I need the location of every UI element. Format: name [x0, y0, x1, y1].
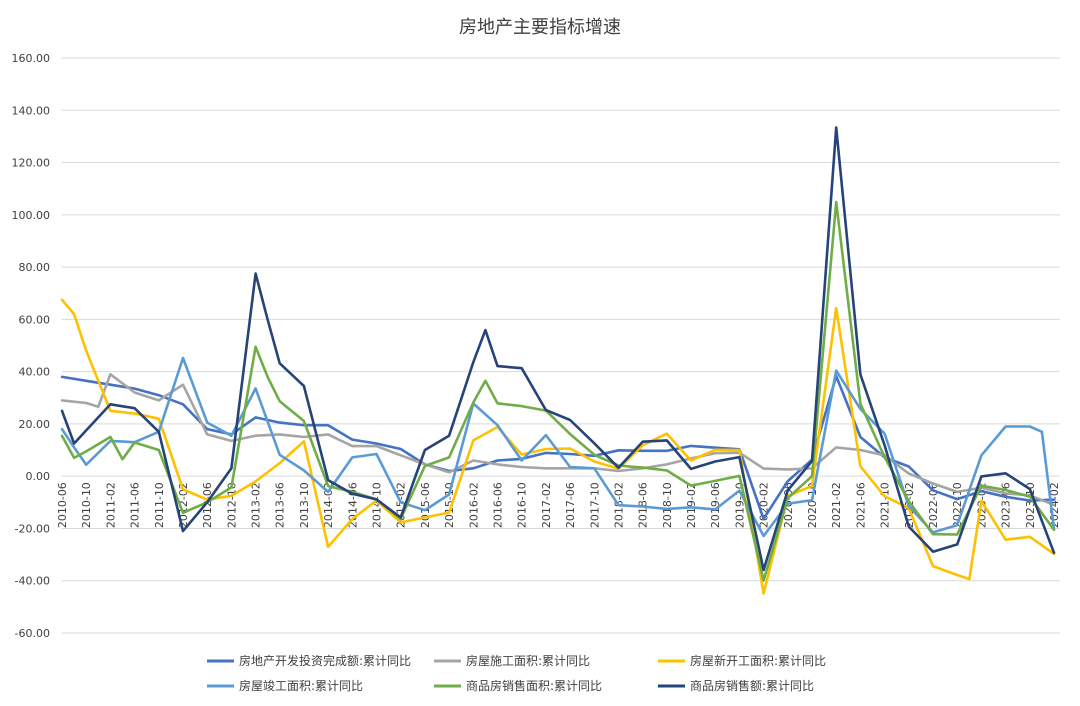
legend-item: 商品房销售面积:累计同比: [434, 678, 602, 693]
y-tick-label: 140.00: [12, 104, 51, 117]
x-tick-label: 2016-06: [491, 482, 504, 528]
series-lines: [60, 126, 1056, 595]
legend-label: 房地产开发投资完成额:累计同比: [239, 653, 411, 668]
y-tick-label: 0.00: [26, 470, 51, 483]
legend-item: 房屋新开工面积:累计同比: [658, 653, 826, 668]
x-tick-label: 2021-06: [854, 482, 867, 528]
y-axis-tick-labels: 160.00 140.00 120.00 100.00 80.00 60.00 40.00 2…: [12, 52, 51, 640]
series-line-6: [60, 126, 1056, 572]
y-tick-label: 60.00: [19, 313, 51, 326]
x-tick-label: 2016-02: [467, 482, 480, 528]
y-tick-label: -40.00: [15, 575, 50, 588]
x-tick-label: 2015-06: [419, 482, 432, 528]
x-tick-label: 2023-10: [1024, 482, 1037, 528]
legend-label: 房屋施工面积:累计同比: [466, 653, 590, 668]
x-tick-label: 2017-06: [564, 482, 577, 528]
x-tick-label: 2020-10: [806, 482, 819, 528]
x-tick-label: 2018-06: [637, 482, 650, 528]
y-tick-label: -60.00: [15, 627, 50, 640]
chart-title: 房地产主要指标增速: [459, 17, 621, 38]
series-line-5: [60, 200, 1056, 582]
x-tick-label: 2020-02: [758, 482, 771, 528]
x-tick-label: 2017-02: [540, 482, 553, 528]
y-tick-label: 80.00: [19, 261, 51, 274]
y-tick-label: 160.00: [12, 52, 51, 65]
x-tick-label: 2014-02: [322, 482, 335, 528]
legend-item: 房屋竣工面积:累计同比: [207, 678, 363, 693]
x-tick-label: 2013-06: [274, 482, 287, 528]
y-tick-label: 20.00: [19, 418, 51, 431]
x-tick-label: 2014-10: [371, 482, 384, 528]
x-tick-label: 2014-06: [346, 482, 359, 528]
x-tick-label: 2013-02: [250, 482, 263, 528]
x-tick-label: 2017-10: [588, 482, 601, 528]
legend-label: 房屋新开工面积:累计同比: [690, 653, 826, 668]
x-tick-label: 2021-02: [830, 482, 843, 528]
legend-label: 商品房销售额:累计同比: [690, 678, 814, 693]
x-tick-label: 2019-06: [709, 482, 722, 528]
y-tick-label: -20.00: [15, 522, 50, 535]
legend-label: 商品房销售面积:累计同比: [466, 678, 602, 693]
x-axis-tick-labels: 2010-06 2010-10 2011-02 2011-06 2011-10 2012-…: [56, 482, 1061, 528]
legend-item: 商品房销售额:累计同比: [658, 678, 814, 693]
y-tick-label: 40.00: [19, 366, 51, 379]
x-tick-label: 2010-10: [80, 482, 93, 528]
x-tick-label: 2011-06: [129, 482, 142, 528]
y-tick-label: 120.00: [12, 157, 51, 170]
y-tick-label: 100.00: [12, 209, 51, 222]
x-tick-label: 2021-10: [879, 482, 892, 528]
x-tick-label: 2011-10: [153, 482, 166, 528]
legend-label: 房屋竣工面积:累计同比: [239, 678, 363, 693]
x-tick-label: 2010-06: [56, 482, 69, 528]
gridlines: [62, 57, 1060, 634]
x-tick-label: 2019-02: [685, 482, 698, 528]
legend-item: 房地产开发投资完成额:累计同比: [207, 653, 411, 668]
x-tick-label: 2016-10: [516, 482, 529, 528]
x-tick-label: 2018-10: [661, 482, 674, 528]
x-tick-label: 2013-10: [298, 482, 311, 528]
x-tick-label: 2015-10: [443, 482, 456, 528]
legend-item: 房屋施工面积:累计同比: [434, 653, 590, 668]
x-tick-label: 2012-06: [201, 482, 214, 528]
x-tick-label: 2019-10: [733, 482, 746, 528]
legend: 房地产开发投资完成额:累计同比 房屋施工面积:累计同比 房屋新开工面积:累计同比房屋…: [207, 653, 826, 693]
x-tick-label: 2022-06: [927, 482, 940, 528]
x-tick-label: 2011-02: [104, 482, 117, 528]
